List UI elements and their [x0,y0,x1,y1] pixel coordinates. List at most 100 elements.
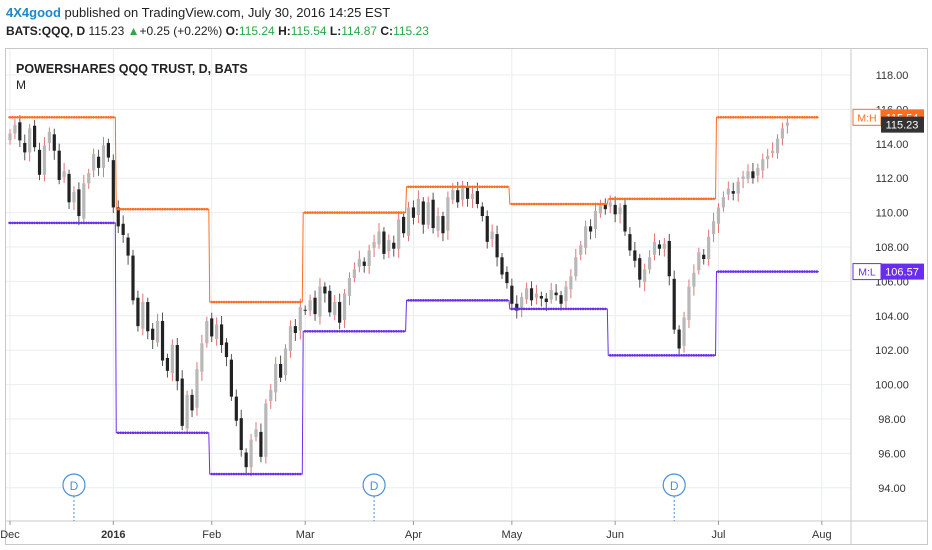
monthly-high-dot [542,202,546,206]
monthly-high-dot [616,197,619,201]
monthly-low-dot [751,270,755,273]
candle-body [618,207,622,215]
monthly-low-dot [618,354,622,357]
monthly-low-dot [156,431,159,435]
monthly-low-dot [141,431,145,435]
candle-body [180,378,184,426]
monthly-high-dot [611,197,614,201]
monthly-low-dot [382,329,386,333]
monthly-low-dot [215,472,218,476]
monthly-high-dot [766,116,769,119]
monthly-high-dot [43,116,46,119]
monthly-low-dot [375,329,378,333]
monthly-high-dot [702,197,706,201]
y-tick-label: 96.00 [878,448,906,460]
monthly-low-dot [139,431,142,435]
monthly-low-dot [249,472,253,476]
monthly-high-dot [697,197,701,201]
monthly-low-dot [232,472,236,476]
monthly-high-dot [365,211,369,214]
monthly-high-dot [62,116,66,119]
monthly-low-dot [429,299,432,302]
candle-body [377,231,381,245]
candle-body [244,452,248,468]
monthly-low-dot [727,270,730,273]
monthly-low-dot [407,299,410,302]
monthly-high-dot [360,211,364,214]
monthly-high-dot [308,211,312,214]
candle-body [165,357,170,371]
monthly-low-dot [481,299,484,302]
monthly-low-dot [589,307,592,311]
monthly-high-dot [672,197,676,201]
candle-body [603,204,607,210]
monthly-high-dot [569,202,573,206]
monthly-low-dot [335,329,339,333]
monthly-high-dot [768,116,772,119]
monthly-high-dot [212,300,216,304]
monthly-low-dot [626,354,629,357]
monthly-high-dot [655,197,659,201]
candle-body [397,219,401,249]
monthly-high-dot [444,185,447,189]
monthly-high-dot [291,300,295,304]
monthly-high-dot [643,197,646,201]
monthly-high-dot [773,116,777,119]
monthly-low-dot [392,329,396,333]
monthly-high-dot [537,202,541,206]
monthly-low-dot [134,431,137,435]
chart-frame[interactable] [5,48,928,545]
monthly-high-dot [419,185,423,189]
monthly-low-dot [414,299,418,302]
candle-body [456,190,460,203]
monthly-low-dot [412,299,415,302]
monthly-high-dot [594,202,597,206]
monthly-low-dot [338,329,341,333]
monthly-low-value-label: 106.57 [885,267,919,279]
monthly-high-dot [247,300,250,304]
candle-body [505,271,509,284]
candle-body [323,286,327,294]
monthly-high-dot [87,116,91,119]
monthly-high-dot [136,207,140,211]
candle-body [200,343,204,372]
monthly-low-dot [584,307,587,311]
monthly-high-dot [513,202,516,206]
monthly-high-dot [434,185,437,189]
monthly-low-dot [559,307,563,311]
monthly-low-dot [97,221,100,225]
candle-body [406,207,411,236]
monthly-low-dot [604,307,607,311]
monthly-high-dot [82,116,86,119]
y-tick-label: 118.00 [876,70,909,82]
monthly-high-dot [530,202,533,206]
candle-body [234,396,238,421]
candle-body [42,145,47,175]
candle-body [8,133,12,141]
monthly-low-dot [636,354,639,357]
monthly-high-dot [776,116,779,119]
symbol-label[interactable]: BATS:QQQ, D [6,24,86,38]
candle-body [106,142,110,158]
low-label: L: [329,24,342,38]
monthly-high-dot [38,116,41,119]
candle-body [347,277,352,297]
monthly-high-dot [183,207,186,211]
monthly-low-dot [175,431,179,435]
candle-body [436,216,440,231]
monthly-high-dot [712,197,715,201]
monthly-low-dot [441,299,445,302]
monthly-high-dot [815,116,819,119]
author-link[interactable]: 4X4good [6,5,61,20]
monthly-low-dot [62,221,66,225]
monthly-low-dot [741,270,745,273]
candle-body [451,190,455,200]
monthly-high-dot [407,185,410,189]
candle-body [652,241,657,255]
monthly-high-dot [249,300,253,304]
candle-body [116,207,120,227]
monthly-low-dot [800,270,804,273]
candle-body [57,150,61,180]
candle-body [96,156,101,168]
